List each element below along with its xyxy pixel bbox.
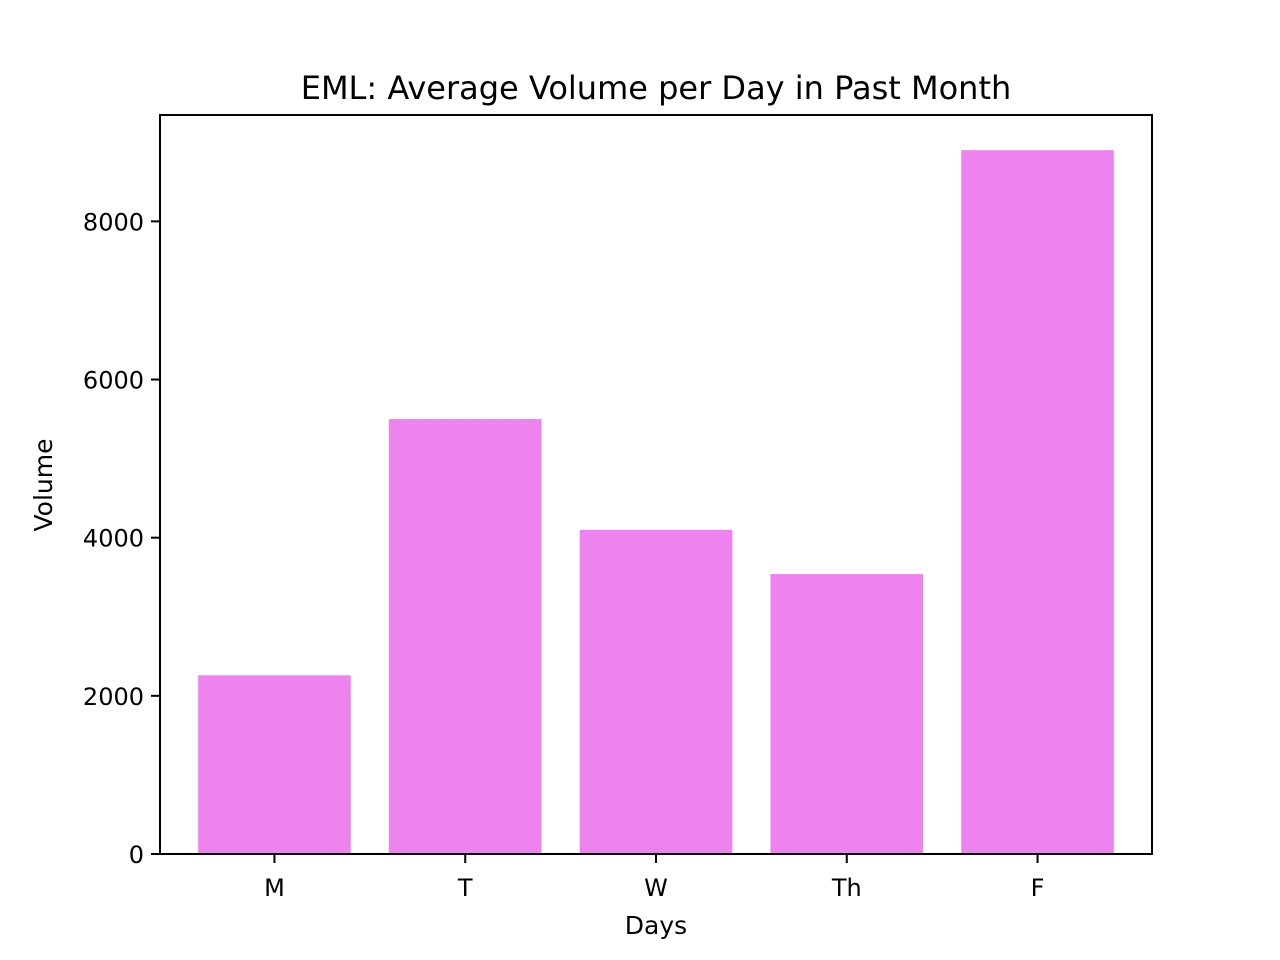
bar-w (579, 529, 733, 854)
bars-group (198, 150, 1114, 854)
bar-m (198, 675, 351, 854)
chart-title: EML: Average Volume per Day in Past Mont… (301, 69, 1012, 107)
y-tick-label-8000: 8000 (83, 208, 144, 236)
y-tick-label-2000: 2000 (83, 683, 144, 711)
y-tick-label-4000: 4000 (83, 525, 144, 553)
x-tick-label-w: W (644, 874, 668, 902)
bar-f (961, 150, 1114, 854)
x-tick-label-th: Th (831, 874, 862, 902)
y-tick-label-0: 0 (129, 841, 144, 869)
x-tick-label-f: F (1031, 874, 1045, 902)
x-axis-ticks: M T W Th F (264, 854, 1044, 902)
bar-t (388, 419, 542, 854)
bar-th (770, 574, 924, 854)
y-axis-label: Volume (29, 439, 58, 532)
y-tick-label-6000: 6000 (83, 367, 144, 395)
plot-frame (159, 114, 1153, 855)
x-axis-label: Days (625, 911, 687, 940)
y-axis-ticks: 0 2000 4000 6000 8000 (83, 208, 160, 869)
x-tick-label-t: T (457, 874, 473, 902)
x-tick-label-m: M (264, 874, 285, 902)
